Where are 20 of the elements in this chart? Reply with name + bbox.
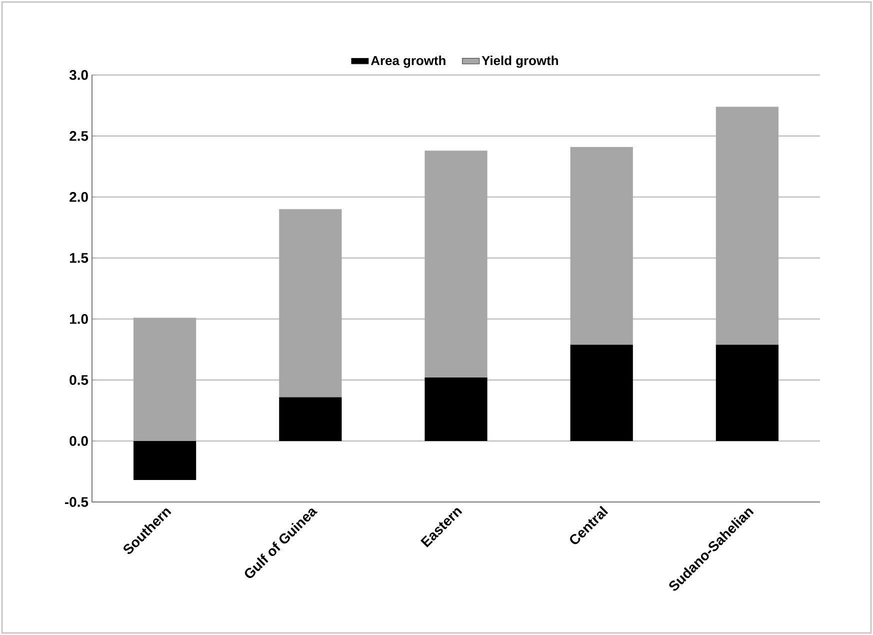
y-tick-label: 1.5 <box>70 253 88 263</box>
legend-label: Yield growth <box>482 56 558 68</box>
bar <box>279 397 342 441</box>
y-tick-label: 0.0 <box>70 436 88 446</box>
legend-label: Area growth <box>370 56 446 68</box>
y-tick-label: 0.5 <box>70 375 88 385</box>
bar <box>134 318 196 441</box>
bar <box>134 440 196 480</box>
y-tick-label: 3.0 <box>69 70 88 80</box>
bar <box>570 146 633 345</box>
y-tick-label: 2.0 <box>70 192 88 202</box>
bar <box>716 344 779 441</box>
bar <box>570 344 633 441</box>
bar <box>716 106 779 345</box>
bar <box>424 150 488 378</box>
y-tick-label: 2.5 <box>70 131 88 141</box>
y-tick-label: -0.5 <box>65 497 88 507</box>
bar <box>424 378 488 441</box>
bar <box>279 209 342 398</box>
y-tick-label: 1.0 <box>70 314 88 324</box>
